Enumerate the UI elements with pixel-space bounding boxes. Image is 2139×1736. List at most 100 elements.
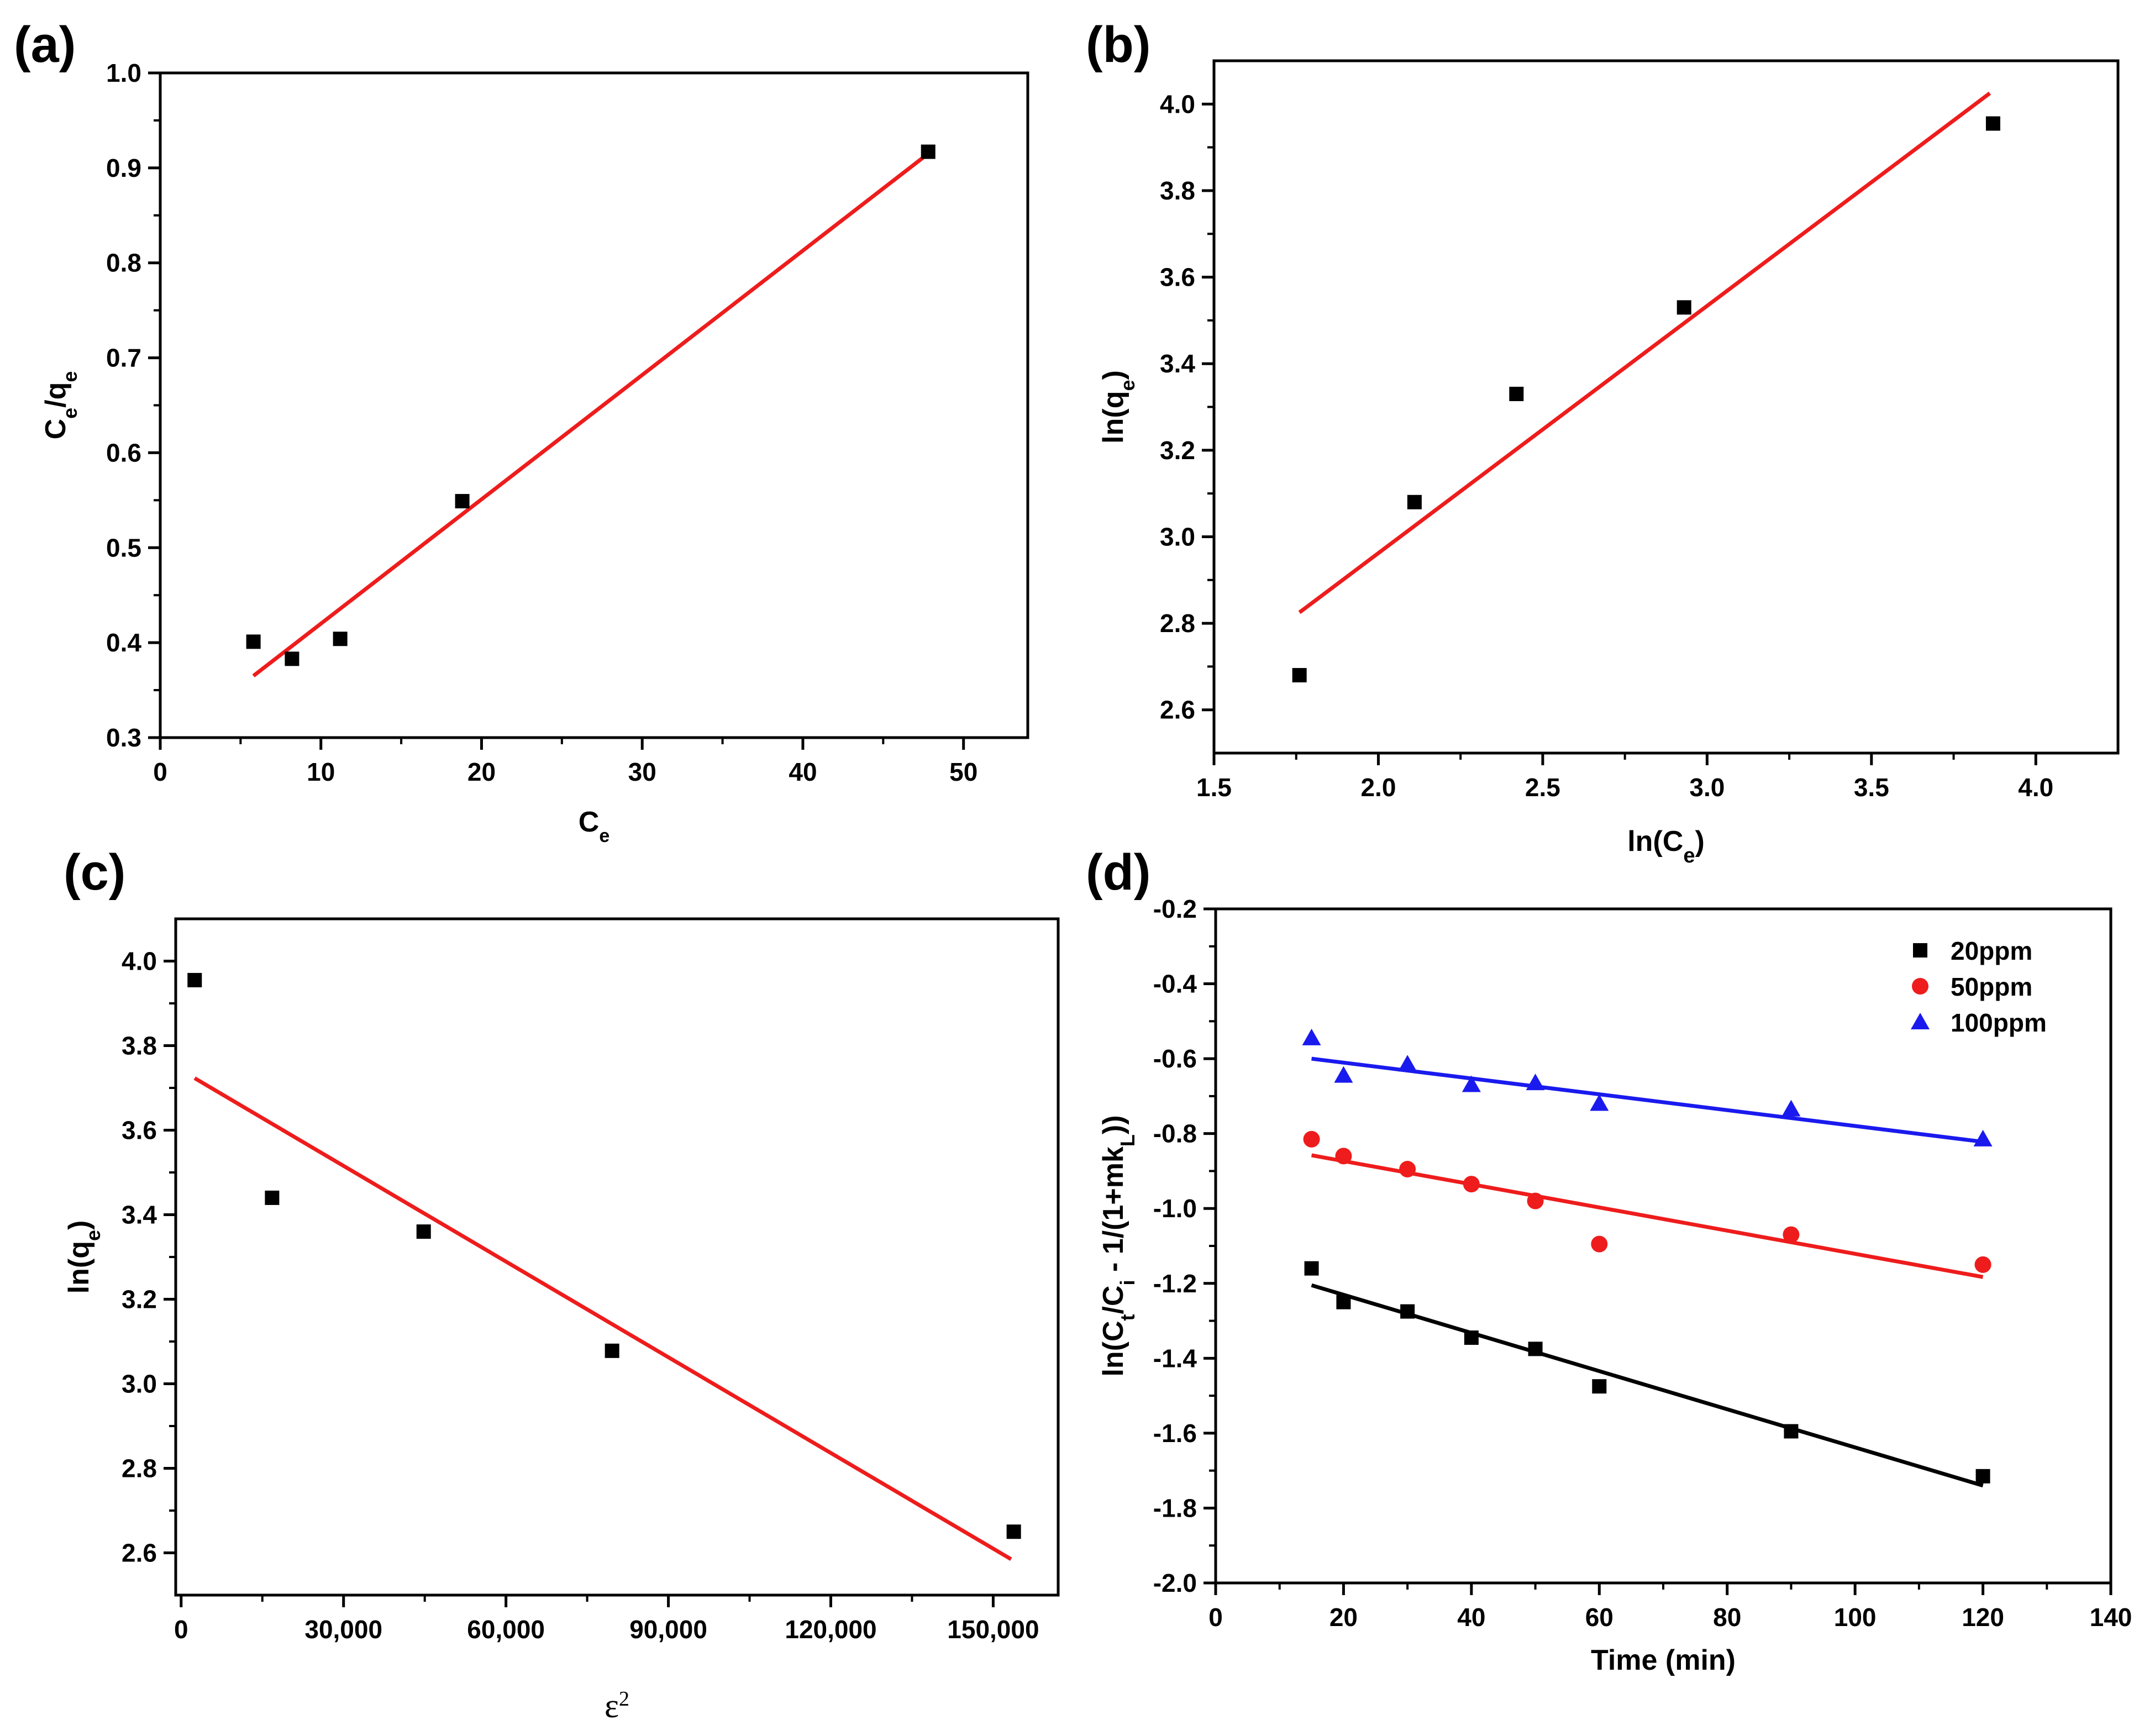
x-tick-label: 40 <box>1457 1603 1485 1632</box>
data-point <box>605 1343 619 1358</box>
panel-d: (d) 0 20 40 60 80 100 120 140 -2.0 -1.8 -1.6 -1.4 -1.… <box>1086 844 2132 1676</box>
x-tick-label: 30,000 <box>304 1615 382 1644</box>
x-tick-label: 60 <box>1585 1603 1614 1632</box>
y-tick-label: -0.4 <box>1153 970 1197 998</box>
x-tick-label: 0 <box>174 1615 188 1644</box>
data-point <box>1400 1304 1415 1319</box>
y-tick-label: 3.2 <box>1160 436 1195 465</box>
y-tick-label: -0.2 <box>1153 895 1197 923</box>
panel-c: (c) 0 30,000 60,000 90,000 120,000 150,000 2.6 2… <box>63 844 1060 1725</box>
data-point <box>265 1190 280 1205</box>
data-point <box>455 494 470 509</box>
y-tick-label: 3.2 <box>122 1285 157 1314</box>
data-point <box>1006 1524 1021 1539</box>
x-tick-label: 3.0 <box>1689 773 1725 802</box>
y-tick-label: 1.0 <box>106 59 141 87</box>
x-axis-title: Time (min) <box>1591 1644 1736 1676</box>
y-tick-label: 0.4 <box>106 628 141 657</box>
fit-line <box>1298 91 1991 614</box>
y-tick-label: 4.0 <box>1160 90 1195 118</box>
data-point <box>1464 1330 1479 1345</box>
x-tick-label: 20 <box>467 757 496 786</box>
data-point <box>1784 1424 1799 1439</box>
y-tick-label: -2.0 <box>1153 1569 1197 1597</box>
x-tick-label: 60,000 <box>467 1615 545 1644</box>
data-point <box>1783 1226 1800 1243</box>
y-tick-label: 0.8 <box>106 249 141 277</box>
x-tick-label: 40 <box>789 757 817 786</box>
fit-line <box>1311 1153 1984 1279</box>
data-point <box>1335 1148 1352 1165</box>
y-tick-label: -0.8 <box>1153 1119 1197 1148</box>
data-point <box>333 632 348 646</box>
x-tick-label: 150,000 <box>947 1615 1039 1644</box>
legend-marker <box>1911 1013 1930 1029</box>
y-tick-label: 3.4 <box>122 1201 157 1229</box>
x-tick-label: 100 <box>1834 1603 1877 1632</box>
data-point <box>1304 1261 1319 1276</box>
x-tick-label: 50 <box>949 757 977 786</box>
legend-label: 20ppm <box>1951 937 2032 965</box>
data-point <box>285 651 299 666</box>
y-tick-label: 2.6 <box>122 1539 157 1567</box>
data-point <box>1462 1075 1481 1092</box>
data-point <box>1292 668 1307 683</box>
y-tick-label: -1.6 <box>1153 1419 1197 1448</box>
data-point <box>921 144 936 159</box>
x-tick-label: 90,000 <box>629 1615 707 1644</box>
fit-line <box>193 1076 1012 1561</box>
data-point <box>1407 495 1422 509</box>
y-tick-label: 3.8 <box>122 1032 157 1060</box>
y-tick-label: -1.0 <box>1153 1194 1197 1223</box>
y-tick-label: 4.0 <box>122 947 157 976</box>
fit-line <box>1311 1283 1984 1488</box>
panel-label: (d) <box>1086 844 1150 901</box>
legend-marker <box>1912 978 1928 995</box>
fit-line <box>1311 1056 1984 1144</box>
x-tick-label: 0 <box>153 757 167 786</box>
x-tick-label: 140 <box>2090 1603 2132 1632</box>
y-tick-label: 0.6 <box>106 438 141 467</box>
y-axis-title: Ce/qe <box>40 371 81 440</box>
data-point <box>1781 1100 1801 1117</box>
data-point <box>246 634 261 649</box>
y-tick-label: 2.8 <box>122 1454 157 1483</box>
legend-label: 100ppm <box>1951 1008 2047 1037</box>
x-axis-title: ln(Ce) <box>1627 825 1705 867</box>
data-point <box>187 972 202 987</box>
data-point <box>1974 1256 1991 1273</box>
x-tick-label: 30 <box>628 757 656 786</box>
y-tick-label: 3.0 <box>1160 522 1195 551</box>
panel-label: (b) <box>1086 17 1150 73</box>
x-tick-label: 1.5 <box>1196 773 1232 802</box>
data-point <box>416 1224 431 1239</box>
y-tick-label: 0.9 <box>106 154 141 182</box>
x-tick-label: 80 <box>1713 1603 1741 1632</box>
panel-a: (a) 0 10 20 30 40 50 0.3 0.4 0.5 0.6 0.7 0.8 0.9 1.0 Ce… <box>14 17 1029 846</box>
x-tick-label: 120,000 <box>785 1615 876 1644</box>
data-point <box>1463 1176 1480 1193</box>
x-tick-label: 4.0 <box>2018 773 2053 802</box>
data-point <box>1590 1094 1609 1111</box>
data-point <box>1509 387 1524 402</box>
panel-b: (b) 1.5 2.0 2.5 3.0 3.5 4.0 2.6 2.8 3.0 3.2 3.4 3.6 3… <box>1086 17 2120 867</box>
y-tick-label: -0.6 <box>1153 1044 1197 1073</box>
x-tick-label: 2.5 <box>1525 773 1560 802</box>
x-tick-label: 20 <box>1329 1603 1358 1632</box>
y-tick-label: 0.5 <box>106 533 141 562</box>
x-tick-label: 10 <box>307 757 335 786</box>
plot-frame <box>159 71 1029 739</box>
y-axis-title: ln(qe) <box>63 1221 104 1294</box>
y-tick-label: 0.7 <box>106 344 141 372</box>
x-axis-title: Ce <box>579 806 609 846</box>
y-tick-label: -1.8 <box>1153 1493 1197 1522</box>
data-point <box>1334 1066 1353 1083</box>
data-point <box>1336 1295 1351 1309</box>
data-point <box>1398 1055 1417 1072</box>
y-tick-label: 3.8 <box>1160 176 1195 205</box>
y-tick-label: 3.6 <box>1160 263 1195 292</box>
x-tick-label: 0 <box>1208 1603 1223 1632</box>
data-point <box>1302 1028 1321 1045</box>
y-axis-title: ln(Ct/Ci - 1/(1+mkL)) <box>1097 1115 1139 1376</box>
